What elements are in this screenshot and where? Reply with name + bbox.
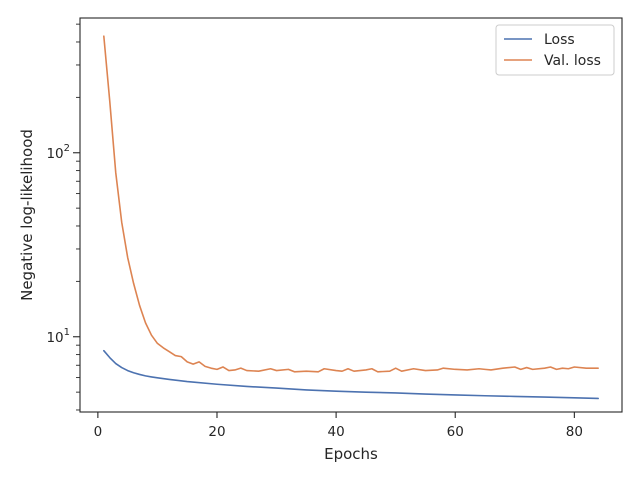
legend-label-loss: Loss (544, 32, 575, 48)
series-line-val-loss (103, 35, 599, 373)
x-tick-label: 60 (447, 424, 464, 440)
x-axis-label: Epochs (324, 445, 378, 463)
x-tick-label: 0 (94, 424, 103, 440)
y-tick-label: 101 (46, 327, 70, 346)
y-axis-label: Negative log-likelihood (18, 129, 36, 301)
y-tick-label: 102 (46, 143, 70, 162)
x-tick-label: 40 (328, 424, 345, 440)
x-tick-label: 20 (208, 424, 225, 440)
series-layer (103, 35, 599, 400)
axes-layer: 0 20 40 60 80 101 102 (46, 17, 623, 440)
legend: Loss Val. loss (495, 24, 615, 76)
x-tick-label: 80 (566, 424, 583, 440)
legend-box (495, 24, 615, 76)
plot-frame (79, 17, 623, 413)
legend-label-val-loss: Val. loss (544, 53, 601, 69)
series-line-loss (103, 349, 599, 400)
